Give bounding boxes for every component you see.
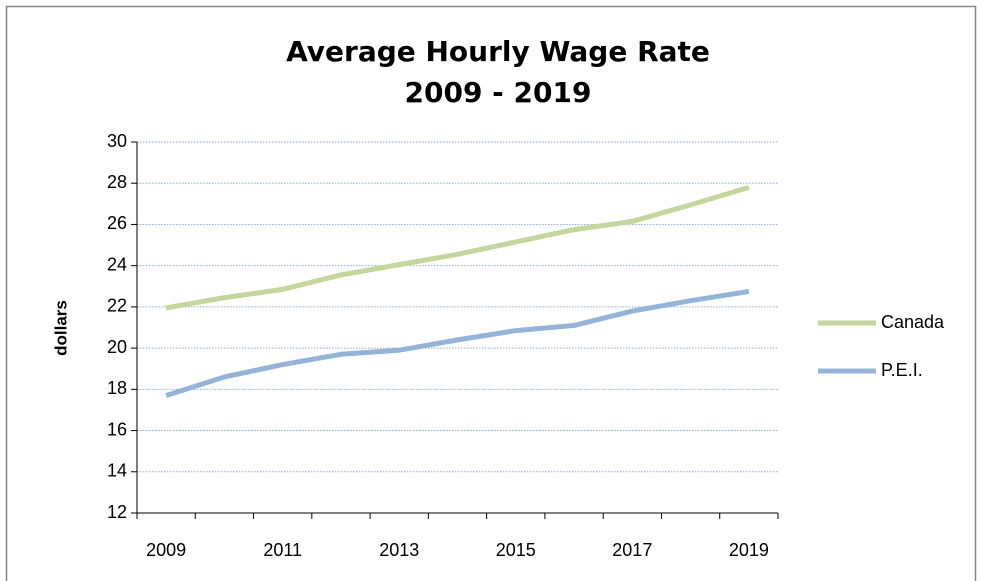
y-tick-label: 30 xyxy=(107,131,127,151)
legend-label: Canada xyxy=(881,312,945,332)
y-tick-label: 14 xyxy=(107,461,127,481)
x-tick-label: 2015 xyxy=(496,540,536,560)
x-tick-label: 2017 xyxy=(612,540,652,560)
chart-title: 2009 - 2019 xyxy=(405,76,592,109)
y-tick-label: 12 xyxy=(107,502,127,522)
x-tick-label: 2009 xyxy=(146,540,186,560)
chart-title: Average Hourly Wage Rate xyxy=(286,35,710,68)
y-tick-label: 20 xyxy=(107,337,127,357)
x-tick-label: 2011 xyxy=(263,540,302,560)
data-line xyxy=(165,184,750,311)
chart-border xyxy=(5,5,977,581)
y-tick-label: 26 xyxy=(107,213,127,233)
y-tick-label: 16 xyxy=(107,419,127,439)
y-axis-label: dollars xyxy=(51,300,70,356)
y-tick-label: 24 xyxy=(107,254,127,274)
x-tick-label: 2019 xyxy=(729,540,769,560)
y-tick-label: 22 xyxy=(107,296,127,316)
x-tick-label: 2013 xyxy=(379,540,419,560)
y-tick-label: 18 xyxy=(107,378,127,398)
data-line xyxy=(165,288,750,398)
y-tick-label: 28 xyxy=(107,172,127,192)
legend-label: P.E.I. xyxy=(881,360,923,380)
